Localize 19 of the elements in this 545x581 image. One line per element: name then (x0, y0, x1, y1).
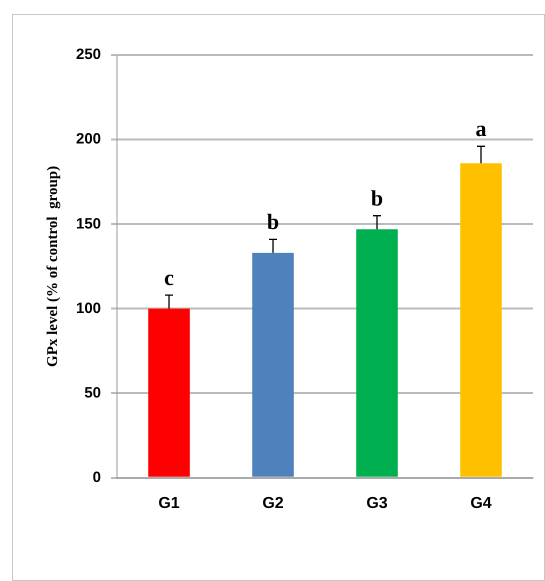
y-axis-title: GPx level (% of control group) (44, 166, 61, 367)
y-tick-label: 0 (92, 468, 102, 486)
bar (460, 163, 502, 477)
annotation: b (370, 185, 384, 210)
y-tick-label: 250 (76, 46, 102, 64)
x-tick-label: G4 (470, 494, 492, 512)
bar (356, 229, 398, 477)
annotation: c (164, 264, 174, 290)
y-tick-label: 200 (76, 130, 102, 148)
y-tick-label: 100 (76, 300, 102, 317)
y-tick-label: 50 (84, 384, 102, 402)
bar (252, 252, 294, 477)
annotation: a (476, 116, 487, 142)
bar (148, 308, 190, 477)
annotation: b (266, 209, 280, 234)
y-tick-label: 150 (76, 215, 102, 232)
x-tick-label: G2 (262, 494, 284, 512)
x-tick-label: G1 (158, 494, 180, 512)
x-tick-label: G3 (366, 494, 388, 512)
